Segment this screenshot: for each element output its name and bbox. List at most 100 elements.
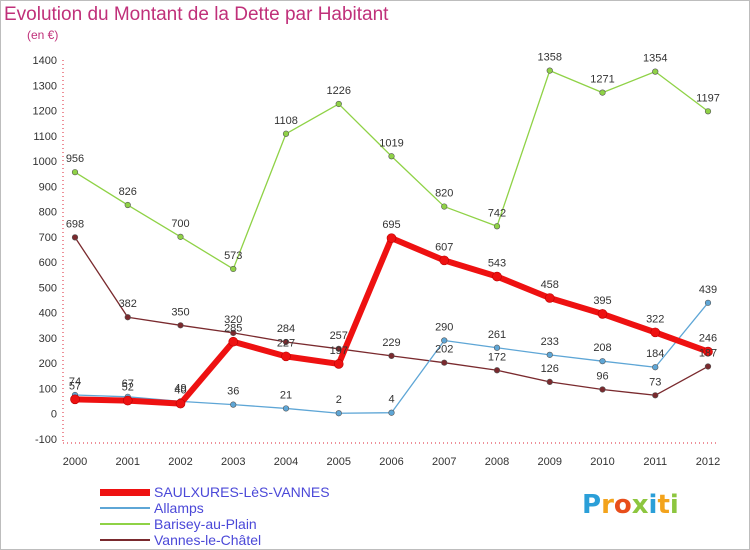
data-point — [652, 68, 659, 75]
series-layer — [70, 67, 713, 417]
data-label: 233 — [541, 336, 559, 348]
data-point — [282, 130, 290, 137]
data-point — [71, 169, 79, 176]
data-point — [388, 153, 395, 160]
data-label: 172 — [488, 351, 506, 363]
data-point — [652, 392, 659, 399]
data-point — [388, 352, 395, 359]
data-label: 52 — [122, 382, 134, 394]
series-barisey-au-plain — [71, 67, 712, 273]
data-label: 49 — [174, 382, 186, 394]
data-point — [175, 398, 186, 409]
data-point — [281, 351, 291, 362]
data-label: 607 — [435, 241, 453, 253]
data-label: 695 — [382, 219, 400, 231]
data-label: 202 — [435, 344, 453, 356]
data-label: 184 — [646, 348, 664, 360]
data-point — [652, 364, 659, 371]
data-label: 36 — [227, 386, 239, 398]
data-label: 382 — [119, 298, 137, 310]
data-label: 395 — [593, 295, 611, 307]
data-label: 227 — [277, 337, 295, 349]
logo-letter: x — [631, 490, 649, 520]
data-label: 187 — [699, 347, 717, 359]
y-tick-label: 200 — [39, 358, 57, 370]
chart-unit: (en €) — [27, 28, 59, 42]
y-tick-label: 500 — [39, 282, 57, 294]
logo-letter: P — [582, 490, 602, 520]
data-point — [493, 367, 501, 374]
data-point — [230, 329, 237, 336]
data-label: 4 — [388, 394, 394, 406]
data-label: 1358 — [538, 52, 562, 64]
data-point — [230, 401, 237, 408]
data-label: 543 — [488, 258, 506, 270]
logo-letter: i — [648, 490, 658, 520]
chart-title: Evolution du Montant de la Dette par Hab… — [4, 4, 389, 25]
logo-letter: i — [669, 490, 679, 520]
data-point — [546, 351, 553, 358]
legend-label: SAULXURES-LèS-VANNES — [154, 484, 330, 500]
data-label: 826 — [119, 186, 137, 198]
data-point — [493, 223, 501, 230]
data-point — [704, 363, 712, 370]
data-label: 261 — [488, 329, 506, 341]
data-point — [441, 359, 448, 366]
axes: -100 0 100 200 300 400 500 600 700 800 900 1000 1100… — [33, 55, 721, 468]
data-label: 40 — [174, 385, 186, 397]
data-label: 229 — [382, 337, 400, 349]
series-vannes-le-ch-tel — [71, 234, 712, 399]
data-point — [282, 405, 290, 412]
data-label: 74 — [69, 376, 81, 388]
data-point — [599, 89, 606, 96]
data-label: 350 — [171, 306, 189, 318]
data-label: 1271 — [590, 74, 614, 86]
y-tick-label: 800 — [39, 207, 57, 219]
y-tick-label: -100 — [35, 434, 57, 446]
x-tick-label: 2006 — [379, 456, 403, 468]
data-point — [335, 100, 342, 108]
y-tick-label: 900 — [39, 181, 57, 193]
data-label: 290 — [435, 321, 453, 333]
data-label: 285 — [224, 323, 242, 335]
x-tick-label: 2011 — [643, 456, 667, 468]
data-label: 1226 — [327, 85, 351, 97]
data-point — [599, 386, 606, 393]
data-label: 956 — [66, 153, 84, 165]
proxiti-logo: Proxiti — [582, 490, 679, 520]
data-point — [441, 337, 448, 344]
data-point — [124, 314, 131, 321]
data-label: 320 — [224, 314, 242, 326]
y-tick-label: 600 — [39, 257, 57, 269]
data-point — [282, 338, 290, 346]
data-point — [335, 345, 342, 352]
data-point — [228, 336, 239, 347]
data-label: 246 — [699, 333, 717, 345]
legend-swatch — [100, 523, 150, 525]
data-point — [544, 293, 555, 303]
legend-label: Vannes-le-Châtel — [154, 532, 262, 548]
data-point — [441, 203, 448, 210]
legend-label: Barisey-au-Plain — [154, 516, 257, 532]
x-tick-label: 2008 — [485, 456, 509, 468]
data-point — [704, 299, 712, 306]
y-tick-label: 1300 — [33, 80, 57, 92]
data-label: 1354 — [643, 53, 667, 65]
data-point — [546, 67, 553, 74]
y-tick-label: 300 — [39, 333, 57, 345]
data-point — [492, 271, 502, 282]
data-label: 439 — [699, 284, 717, 296]
y-tick-label: 0 — [51, 409, 57, 421]
data-label: 1197 — [696, 92, 720, 104]
data-point — [597, 309, 608, 319]
data-label: 2 — [336, 394, 342, 406]
x-tick-label: 2005 — [327, 456, 351, 468]
x-tick-label: 2002 — [168, 456, 192, 468]
data-point — [177, 322, 184, 329]
x-tick-label: 2009 — [538, 456, 562, 468]
legend-swatch — [100, 539, 150, 541]
x-tick-label: 2000 — [63, 456, 87, 468]
x-tick-label: 2004 — [274, 456, 298, 468]
